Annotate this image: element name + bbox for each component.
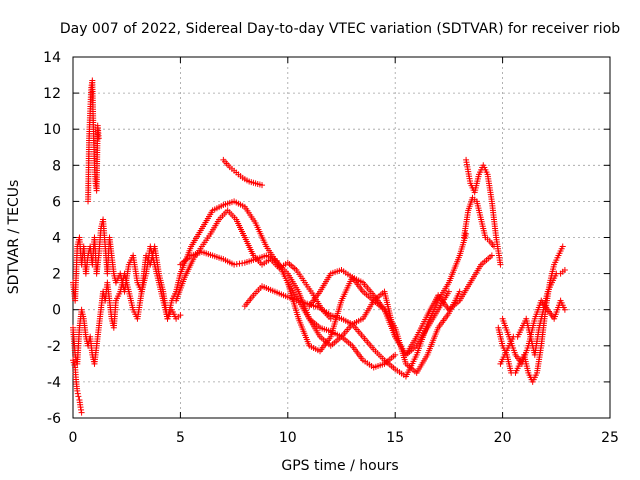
y-axis-label: SDTVAR / TECUs [6,180,22,295]
series-arc-6 [284,252,495,358]
data-point-interp [74,390,81,397]
data-point [77,404,84,411]
y-tick-label: 8 [52,158,61,174]
series-arc-4 [220,156,266,189]
x-tick-label: 5 [176,430,185,446]
series-early-noise-b [70,243,184,367]
data-point [561,306,568,313]
data-point [75,393,82,400]
data-point [445,288,452,295]
y-tick-label: -2 [47,339,61,355]
data-point [177,312,184,319]
series-late-peak-a [463,156,504,268]
y-tick-label: 6 [52,194,61,210]
data-point [95,135,102,142]
y-tick-label: 0 [52,303,61,319]
data-point [488,252,495,259]
data-point [559,243,566,250]
y-tick-label: -4 [47,375,61,391]
series-late-peak-b [460,194,498,250]
x-tick-label: 10 [279,430,297,446]
data-point [259,182,266,189]
x-axis-label: GPS time / hours [281,458,398,474]
x-tick-label: 25 [601,430,619,446]
data-point [78,409,85,416]
y-tick-label: 12 [43,86,61,102]
x-tick-label: 15 [386,430,404,446]
data-point [491,243,498,250]
data-point [392,351,399,358]
data-point [497,261,504,268]
y-tick-label: 10 [43,122,61,138]
series-late-c [499,297,568,367]
grid [73,57,610,418]
series-early-spike [85,77,102,205]
axis-ticks: 0 5 10 15 20 25 -6 -4 -2 0 2 4 6 8 10 12 14 [43,50,619,446]
chart-title: Day 007 of 2022, Sidereal Day-to-day VTE… [60,21,620,37]
data-point [456,288,463,295]
series-late-b [497,266,568,367]
series-arc-2 [173,207,334,322]
x-tick-label: 20 [494,430,512,446]
y-tick-label: 14 [43,50,61,66]
data-point-interp [78,406,85,413]
series-arc-7 [306,266,463,376]
y-tick-label: 2 [52,267,61,283]
data-point [74,387,81,394]
x-tick-label: 0 [69,430,78,446]
y-tick-label: 4 [52,231,61,247]
y-tick-label: -6 [47,411,61,427]
series-early-dip [70,357,85,416]
data-point [561,266,568,273]
data-points [70,77,568,416]
series-early-noise-a [70,216,184,322]
